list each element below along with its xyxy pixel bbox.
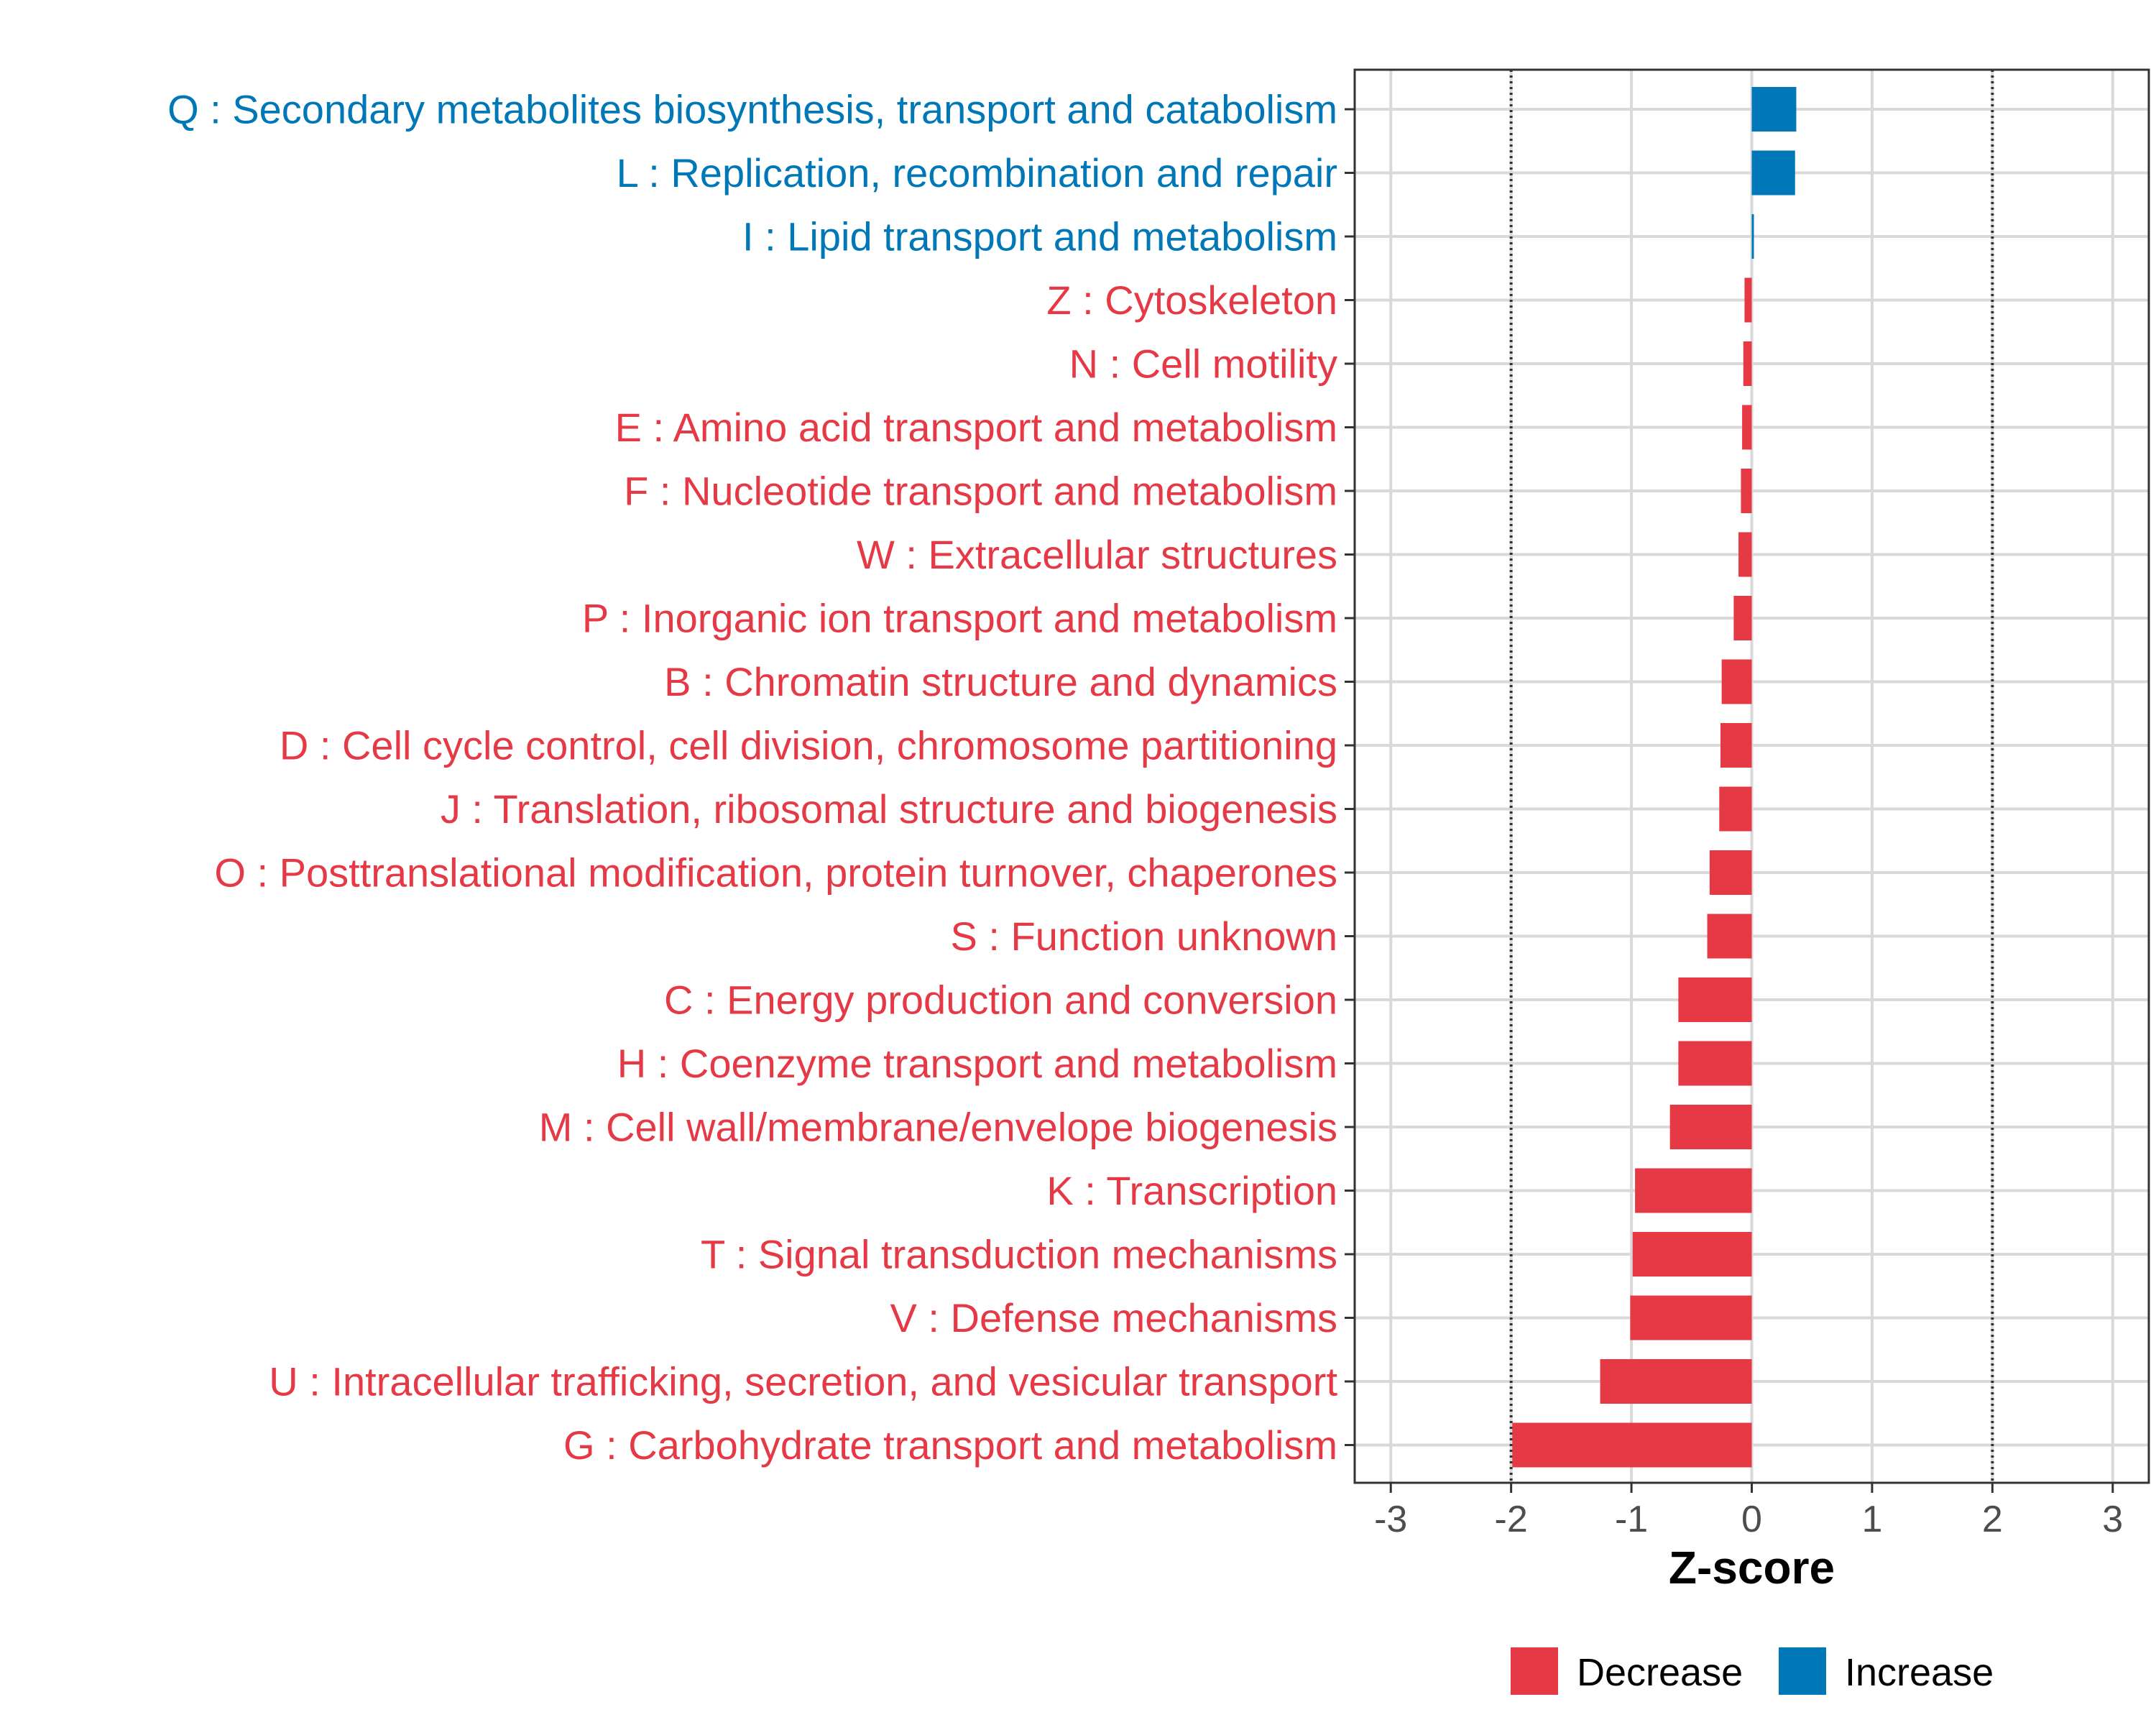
bar <box>1744 277 1752 323</box>
category-label: D : Cell cycle control, cell division, c… <box>280 723 1337 768</box>
category-label: N : Cell motility <box>1069 341 1337 387</box>
legend: Decrease Increase <box>1511 1647 1994 1695</box>
category-label: M : Cell wall/membrane/envelope biogenes… <box>539 1105 1337 1150</box>
category-labels: Q : Secondary metabolites biosynthesis, … <box>167 87 1337 1468</box>
category-label: W : Extracellular structures <box>857 532 1337 577</box>
bar <box>1741 469 1752 513</box>
bar <box>1719 786 1752 832</box>
x-axis-title: Z-score <box>1669 1542 1835 1593</box>
legend-swatch <box>1779 1647 1826 1695</box>
bar <box>1678 1041 1752 1086</box>
category-label: F : Nucleotide transport and metabolism <box>624 469 1337 514</box>
bar <box>1669 1105 1752 1149</box>
bar <box>1738 532 1752 577</box>
x-axis-ticks: -3 -2 -1 0 1 2 3 <box>1374 1483 2123 1540</box>
bar <box>1751 87 1797 132</box>
bar <box>1743 341 1752 386</box>
category-label: G : Carbohydrate transport and metabolis… <box>563 1422 1337 1468</box>
x-tick-label: 3 <box>2102 1499 2123 1540</box>
bar <box>1720 723 1752 768</box>
bar <box>1632 1232 1752 1276</box>
x-tick-label: 1 <box>1861 1499 1882 1540</box>
bar <box>1733 596 1752 640</box>
bar <box>1751 150 1795 196</box>
category-label: P : Inorganic ion transport and metaboli… <box>582 596 1337 641</box>
category-label: Q : Secondary metabolites biosynthesis, … <box>167 87 1337 132</box>
category-label: U : Intracellular trafficking, secretion… <box>269 1359 1337 1404</box>
x-tick-label: -3 <box>1374 1499 1407 1540</box>
legend-label: Increase <box>1845 1651 1994 1694</box>
category-label: T : Signal transduction mechanisms <box>701 1232 1337 1277</box>
category-label: K : Transcription <box>1046 1168 1337 1213</box>
category-label: E : Amino acid transport and metabolism <box>615 405 1337 450</box>
bar <box>1678 978 1752 1022</box>
bar <box>1630 1295 1752 1340</box>
bar <box>1635 1168 1752 1213</box>
category-label: J : Translation, ribosomal structure and… <box>441 786 1337 832</box>
bar <box>1721 659 1752 704</box>
legend-swatch <box>1511 1647 1558 1695</box>
category-label: I : Lipid transport and metabolism <box>742 214 1337 259</box>
category-label: B : Chromatin structure and dynamics <box>664 659 1337 704</box>
category-label: H : Coenzyme transport and metabolism <box>617 1041 1337 1086</box>
category-label: C : Energy production and conversion <box>664 978 1337 1023</box>
bars <box>1512 87 1797 1468</box>
legend-label: Decrease <box>1577 1651 1743 1694</box>
x-tick-label: -2 <box>1495 1499 1528 1540</box>
bar <box>1742 405 1752 450</box>
category-label: L : Replication, recombination and repai… <box>617 150 1337 196</box>
bar <box>1707 914 1752 959</box>
x-tick-label: -1 <box>1615 1499 1648 1540</box>
category-label: V : Defense mechanisms <box>890 1295 1337 1340</box>
bar <box>1512 1422 1752 1468</box>
y-axis-ticks <box>1345 108 1355 1446</box>
bar <box>1600 1359 1752 1404</box>
x-tick-label: 0 <box>1741 1499 1762 1540</box>
category-label: S : Function unknown <box>950 914 1337 959</box>
bar <box>1751 214 1754 259</box>
category-label: Z : Cytoskeleton <box>1046 277 1337 323</box>
bar <box>1709 850 1752 895</box>
x-tick-label: 2 <box>1982 1499 2003 1540</box>
category-label: O : Posttranslational modification, prot… <box>214 850 1337 896</box>
